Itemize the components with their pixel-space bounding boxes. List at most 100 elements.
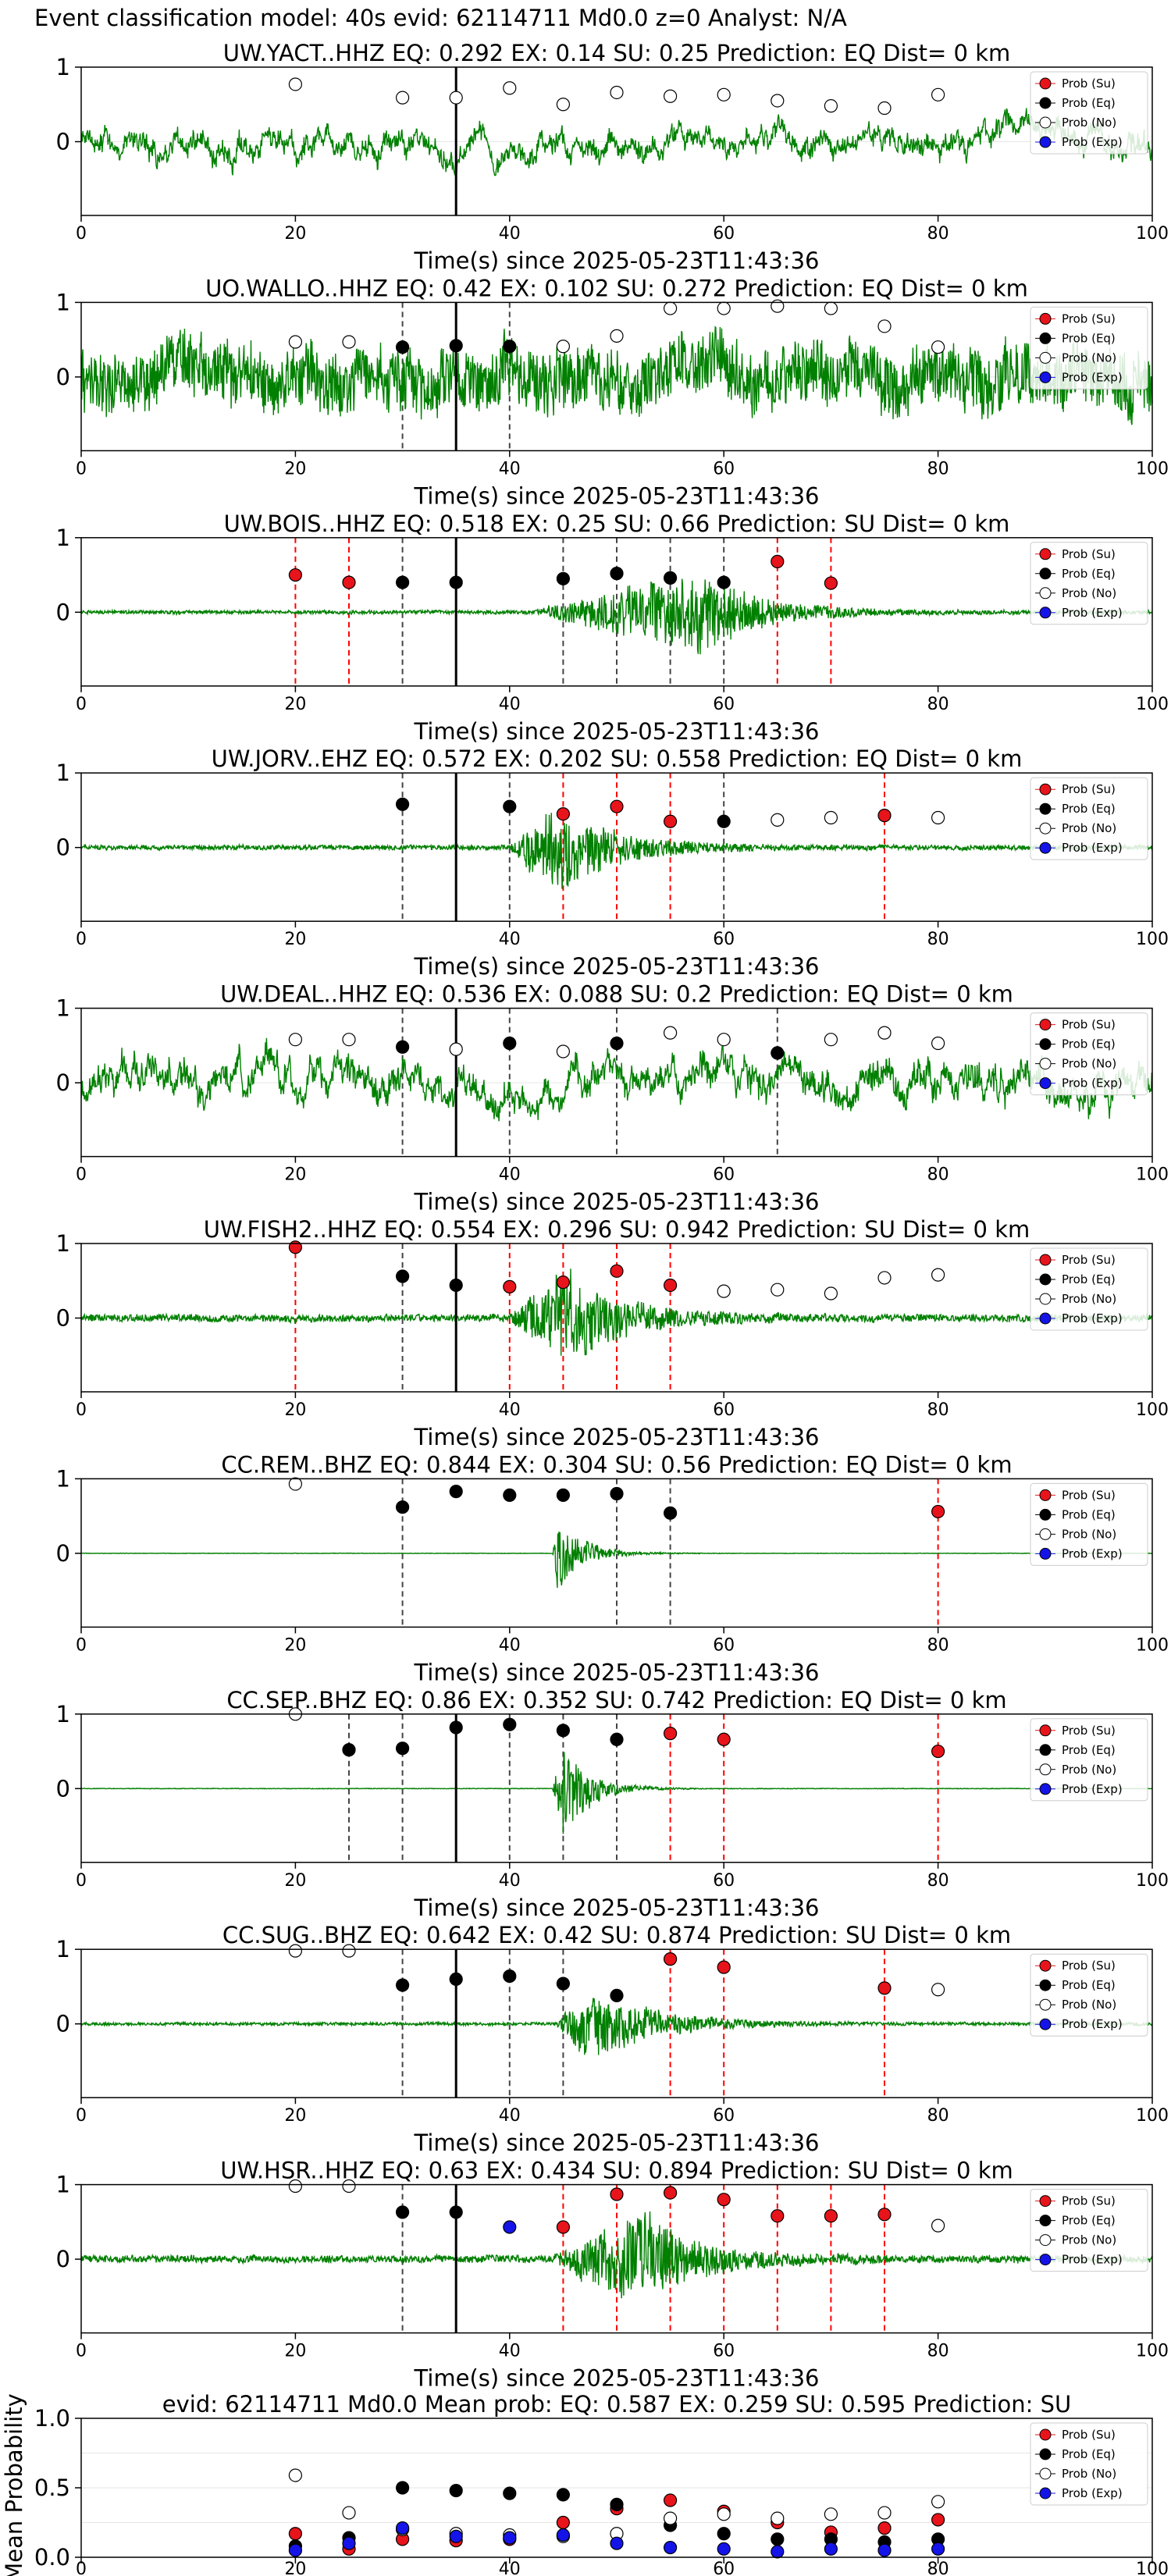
prob-marker-eq [395,575,410,589]
prob-marker-eq [503,340,517,354]
legend-marker-exp [1039,607,1052,619]
y-tick-label: 0 [56,599,70,625]
legend-marker-exp [1039,2018,1052,2030]
x-axis-label: Time(s) since 2025-05-23T11:43:36 [414,247,820,274]
x-tick-label: 60 [713,1635,735,1655]
x-tick-label: 20 [284,1871,306,1891]
prob-marker-eq [610,1732,624,1746]
legend-marker-eq [1039,2215,1052,2227]
x-tick-label: 20 [284,1635,306,1655]
y-tick-label: 1 [56,1701,70,1727]
x-axis-label: Time(s) since 2025-05-23T11:43:36 [414,1659,820,1685]
prob-marker-su [556,807,571,821]
prob-marker-eq [449,339,463,353]
prob-marker-eq [449,1720,463,1735]
legend-marker-su [1039,1959,1052,1972]
x-tick-label: 60 [713,1165,735,1185]
legend-label-exp: Prob (Exp) [1062,1546,1123,1560]
legend: Prob (Su) Prob (Eq) Prob (No) Prob (Exp) [1030,1953,1148,2037]
y-tick-label: 0 [56,129,70,155]
prob-marker-no [931,2218,945,2233]
legend-marker-eq [1039,1508,1052,1521]
panel-uw-fish2-hhz: Prob (Su)Prob (Eq)Prob (No)Prob (Exp)100… [56,1216,1169,1450]
legend-label-su: Prob (Su) [1062,782,1116,796]
prob-marker-su [931,1744,945,1759]
x-tick-label: 100 [1136,2106,1169,2126]
waveform-trace [80,1037,1153,1122]
legend-frame [1030,1953,1148,2037]
legend-marker-su [1039,548,1052,560]
legend-marker-eq [1039,97,1052,109]
x-tick-label: 100 [1136,930,1169,949]
prob-marker-eq [395,1040,410,1054]
panel-uw-jorv-ehz: Prob (Su)Prob (Eq)Prob (No)Prob (Exp)100… [56,745,1169,980]
x-tick-label: 40 [499,1400,521,1420]
mean-prob-marker-su [877,2521,892,2535]
y-tick-label: 1 [56,760,70,786]
mean-prob-marker-no [288,2468,302,2482]
x-tick-label: 40 [499,459,521,479]
panel-uw-deal-hhz: Prob (Su)Prob (Eq)Prob (No)Prob (Exp)100… [56,981,1169,1215]
prob-marker-no [610,85,624,100]
legend-label-eq: Prob (Eq) [1062,2447,1116,2461]
prob-marker-eq [503,799,517,813]
prob-marker-eq [771,1046,785,1060]
prob-marker-no [824,99,838,113]
prob-marker-su [610,799,624,813]
x-tick-label: 20 [284,1400,306,1420]
legend-label-su: Prob (Su) [1062,311,1116,326]
prob-marker-eq [610,1036,624,1051]
x-tick-label: 0 [76,695,87,714]
legend-marker-no [1039,116,1052,129]
mean-prob-marker-exp [503,2531,517,2545]
prob-marker-eq [395,2205,410,2219]
legend-label-no: Prob (No) [1062,1527,1116,1541]
x-tick-label: 20 [284,930,306,949]
legend-marker-su [1039,1724,1052,1737]
x-tick-label: 80 [927,2342,949,2361]
legend-label-exp: Prob (Exp) [1062,2017,1123,2031]
panel-uw-yact-hhz: Prob (Su)Prob (Eq)Prob (No)Prob (Exp)100… [56,40,1169,274]
legend-label-su: Prob (Su) [1062,547,1116,561]
prob-marker-eq [610,1988,624,2003]
prob-marker-no [342,2179,356,2194]
x-tick-label: 60 [713,1871,735,1891]
prob-marker-eq [395,797,410,811]
legend-marker-eq [1039,1273,1052,1286]
legend-marker-su [1039,1019,1052,1031]
legend-label-exp: Prob (Exp) [1062,841,1123,855]
y-tick-label: 0.5 [34,2475,70,2501]
legend-label-eq: Prob (Eq) [1062,1272,1116,1286]
x-tick-label: 60 [713,1400,735,1420]
x-tick-label: 80 [927,224,949,244]
x-tick-label: 80 [927,1635,949,1655]
y-tick-label: 1 [56,289,70,315]
legend-marker-no [1039,822,1052,834]
legend-label-eq: Prob (Eq) [1062,96,1116,110]
prob-marker-no [877,1271,892,1285]
legend: Prob (Su) Prob (Eq) Prob (No) Prob (Exp) [1030,542,1148,625]
prob-marker-su [771,554,785,568]
legend-marker-su [1039,2195,1052,2208]
prob-marker-no [395,91,410,105]
prob-marker-no [342,335,356,349]
prob-marker-no [931,1268,945,1282]
prob-marker-su [663,814,678,828]
legend-marker-eq [1039,568,1052,580]
x-tick-label: 40 [499,1871,521,1891]
panel-title: CC.SEP..BHZ EQ: 0.86 EX: 0.352 SU: 0.742… [226,1687,1006,1713]
legend-label-eq: Prob (Eq) [1062,331,1116,345]
waveform-trace [80,1532,1153,1589]
prob-marker-eq [610,1486,624,1501]
prob-marker-no [556,98,571,112]
mean-prob-marker-no [877,2506,892,2520]
mean-prob-marker-exp [663,2540,678,2555]
prob-marker-no [556,1044,571,1059]
mean-prob-marker-no [771,2511,785,2525]
prob-marker-no [771,94,785,108]
prob-marker-eq [556,1724,571,1738]
legend-marker-no [1039,2234,1052,2247]
waveform-trace [80,2211,1153,2299]
prob-marker-eq [503,1488,517,1503]
